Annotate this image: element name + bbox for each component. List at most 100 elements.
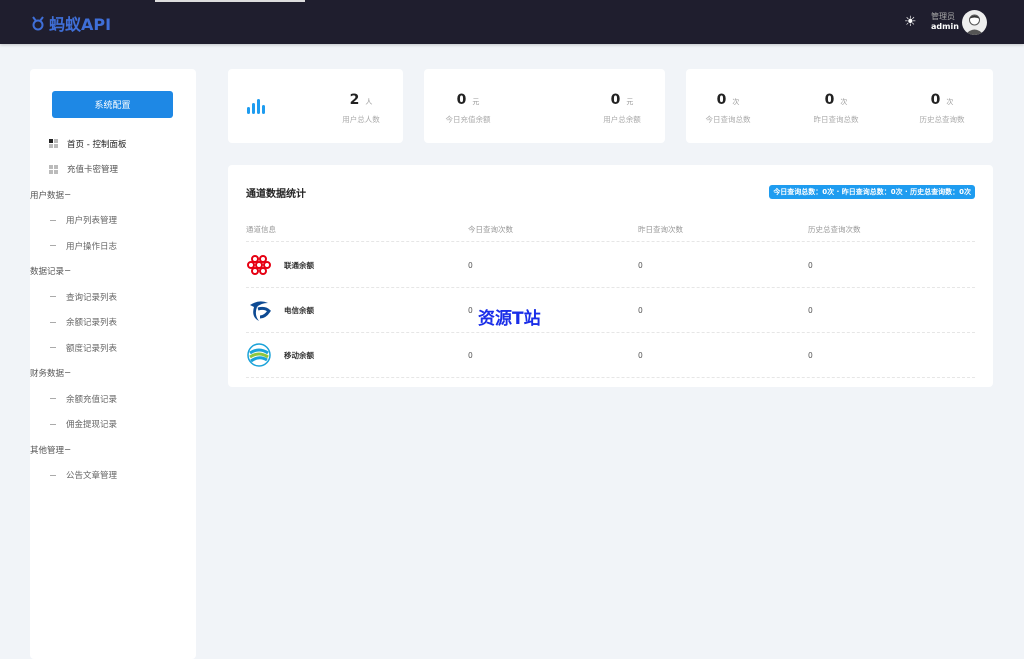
stat-unit: 元: [626, 98, 634, 106]
top-header: 蚂蚁API ☀ 管理员 admin: [0, 0, 1024, 44]
today-count: 0: [468, 260, 473, 270]
table-row: 移动余额 0 0 0: [246, 333, 975, 378]
sidebar-item-label: 额度记录列表: [66, 343, 118, 354]
loading-bar: [155, 0, 305, 2]
stat-unit: 次: [732, 98, 740, 106]
today-count: 0: [468, 350, 473, 360]
grid-icon: [49, 164, 58, 174]
sidebar-item-label: 充值卡密管理: [67, 165, 119, 176]
user-role: 管理员: [931, 12, 955, 21]
collapse-icon[interactable]: −: [64, 189, 72, 200]
sidebar-item[interactable]: 用户操作日志: [30, 233, 196, 259]
stat-value: 0: [716, 92, 727, 108]
sidebar-item[interactable]: 首页 - 控制面板: [30, 131, 196, 157]
channel-name: 电信余额: [284, 305, 314, 315]
stat-value: 0: [824, 92, 835, 108]
card-title: 通道数据统计: [246, 189, 306, 200]
channel-cell: 移动余额: [246, 342, 468, 368]
username: admin: [931, 22, 959, 31]
sidebar-item-label: 数据记录: [30, 267, 65, 278]
sidebar-item[interactable]: 财务数据 −: [30, 361, 196, 387]
stat-label: 用户总人数: [342, 115, 380, 124]
sidebar-item-label: 公告文章管理: [66, 471, 118, 482]
channel-cell: 电信余额: [246, 297, 468, 323]
sidebar-item[interactable]: 数据记录 −: [30, 259, 196, 285]
stat-label: 今日充值余额: [445, 115, 491, 124]
system-config-button[interactable]: 系统配置: [52, 91, 173, 118]
dash-icon: [50, 245, 56, 247]
sidebar-item[interactable]: 余额充值记录: [30, 386, 196, 412]
sidebar-item-label: 其他管理: [30, 445, 65, 456]
stat-unit: 人: [365, 98, 373, 106]
sidebar-item-label: 用户操作日志: [66, 241, 118, 252]
stat-unit: 元: [472, 98, 480, 106]
channel-name: 移动余额: [284, 350, 314, 360]
logo[interactable]: 蚂蚁API: [30, 11, 111, 35]
grid-icon: [49, 139, 58, 149]
china-unicom-logo-icon: [246, 252, 272, 278]
history-count: 0: [808, 350, 813, 360]
sidebar-item-label: 财务数据: [30, 369, 65, 380]
sidebar-item[interactable]: 额度记录列表: [30, 335, 196, 361]
sidebar-item-label: 余额充值记录: [66, 394, 118, 405]
dash-icon: [50, 423, 56, 425]
today-count: 0: [468, 305, 473, 315]
collapse-icon[interactable]: −: [64, 266, 72, 277]
stat-value: 2: [349, 92, 360, 108]
table-header: 通道信息 今日查询次数 昨日查询次数 历史总查询次数: [246, 217, 975, 242]
sidebar-item[interactable]: 余额记录列表: [30, 310, 196, 336]
sidebar-item[interactable]: 查询记录列表: [30, 284, 196, 310]
sidebar-item-label: 用户数据: [30, 190, 65, 201]
dash-icon: [50, 347, 56, 349]
sidebar-item[interactable]: 充值卡密管理: [30, 157, 196, 183]
logo-text: 蚂蚁API: [49, 15, 112, 34]
ant-icon: [32, 16, 44, 31]
stat-label: 历史总查询数: [919, 115, 965, 124]
sidebar-item[interactable]: 其他管理 −: [30, 437, 196, 463]
yesterday-count: 0: [638, 260, 643, 270]
history-count: 0: [808, 260, 813, 270]
stat-value: 0: [456, 92, 467, 108]
column-header: 通道信息: [246, 224, 276, 234]
sidebar-item-label: 用户列表管理: [66, 216, 118, 227]
dash-icon: [50, 321, 56, 323]
sidebar: 系统配置 首页 - 控制面板 充值卡密管理 用户数据 − 用户列表管理 用户操作日志 数据记…: [30, 69, 196, 659]
column-header: 昨日查询次数: [638, 224, 683, 234]
sidebar-item[interactable]: 佣金提现记录: [30, 412, 196, 438]
collapse-icon[interactable]: −: [64, 368, 72, 379]
bar-chart-icon: [247, 99, 265, 114]
theme-toggle-sun-icon[interactable]: ☀: [904, 14, 917, 30]
history-count: 0: [808, 305, 813, 315]
table-row: 电信余额 0 0 0: [246, 288, 975, 333]
sidebar-item[interactable]: 用户列表管理: [30, 208, 196, 234]
stat-label: 用户总余额: [603, 115, 641, 124]
column-header: 今日查询次数: [468, 224, 513, 234]
yesterday-count: 0: [638, 350, 643, 360]
stat-value: 0: [610, 92, 621, 108]
summary-badge: 今日查询总数：0次 · 昨日查询总数：0次 · 历史总查询数：0次: [769, 185, 975, 199]
yesterday-count: 0: [638, 305, 643, 315]
stat-label: 今日查询总数: [705, 115, 751, 124]
dash-icon: [50, 398, 56, 400]
sidebar-item[interactable]: 用户数据 −: [30, 182, 196, 208]
sidebar-nav: 首页 - 控制面板 充值卡密管理 用户数据 − 用户列表管理 用户操作日志 数据记录 − 查询记…: [30, 131, 196, 488]
user-info[interactable]: 管理员 admin: [931, 12, 959, 32]
avatar[interactable]: [962, 10, 987, 35]
channel-stats-card: 通道数据统计 今日查询总数：0次 · 昨日查询总数：0次 · 历史总查询数：0次…: [228, 165, 993, 387]
stat-unit: 次: [840, 98, 848, 106]
watermark: 资源T站: [478, 309, 541, 329]
stat-label: 昨日查询总数: [813, 115, 859, 124]
channel-name: 联通余额: [284, 260, 314, 270]
collapse-icon[interactable]: −: [64, 444, 72, 455]
sidebar-item[interactable]: 公告文章管理: [30, 463, 196, 489]
channel-cell: 联通余额: [246, 252, 468, 278]
table-row: 联通余额 0 0 0: [246, 243, 975, 288]
china-mobile-logo-icon: [246, 342, 272, 368]
